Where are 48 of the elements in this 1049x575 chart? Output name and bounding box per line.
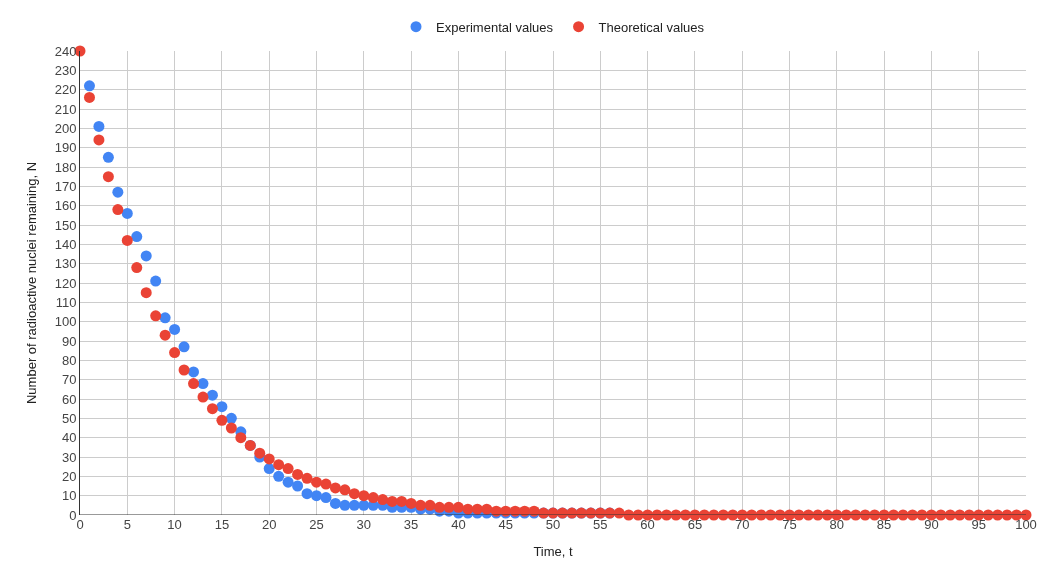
y-tick-label: 230 [54,62,77,78]
x-tick-label: 75 [782,517,797,532]
y-tick-label: 110 [55,294,77,310]
x-tick-label: 80 [829,517,845,532]
y-tick-label: 130 [54,256,77,272]
x-tick-label: 50 [545,517,561,532]
y-axis-title: Number of radioactive nuclei remaining, N [23,161,39,405]
legend-label: Experimental values [436,19,554,35]
y-tick-label: 50 [61,410,77,426]
x-tick-label: 45 [498,517,513,532]
x-tick-label: 95 [971,517,986,532]
x-tick-label: 100 [1015,517,1037,532]
y-tick-label: 40 [61,430,77,446]
y-tick-label: 180 [54,159,77,175]
x-tick-label: 5 [123,517,131,532]
x-tick-label: 65 [687,517,703,532]
y-tick-label: 70 [61,372,77,388]
x-tick-label: 10 [167,517,182,532]
x-tick-label: 90 [924,517,939,532]
x-tick-label: 25 [309,517,324,532]
x-tick-label: 85 [876,517,892,532]
y-tick-label: 90 [61,333,77,349]
y-tick-label: 170 [54,178,77,194]
x-tick-label: 30 [356,517,372,532]
x-tick-label: 15 [214,517,230,532]
x-tick-label: 60 [640,517,655,532]
y-tick-label: 160 [54,198,77,214]
y-tick-label: 120 [54,275,77,291]
x-tick-label: 55 [593,517,608,532]
x-axis-title: Time, t [533,543,573,559]
y-tick-label: 20 [61,468,77,484]
y-tick-label: 10 [61,488,77,504]
y-tick-label: 210 [54,101,77,117]
x-tick-label: 20 [261,517,277,532]
y-tick-label: 100 [54,314,77,330]
x-tick-label: 70 [734,517,750,532]
y-tick-label: 220 [54,82,77,98]
legend-label: Theoretical values [598,19,705,35]
x-tick-label: 35 [403,517,419,532]
y-tick-label: 80 [61,352,77,368]
y-tick-label: 60 [61,391,77,407]
y-tick-label: 190 [54,140,77,156]
y-tick-label: 150 [54,217,77,233]
x-tick-label: 40 [451,517,466,532]
y-tick-label: 30 [61,449,77,465]
y-tick-label: 140 [54,236,77,252]
y-tick-label: 240 [54,43,77,59]
y-tick-label: 200 [54,120,77,136]
